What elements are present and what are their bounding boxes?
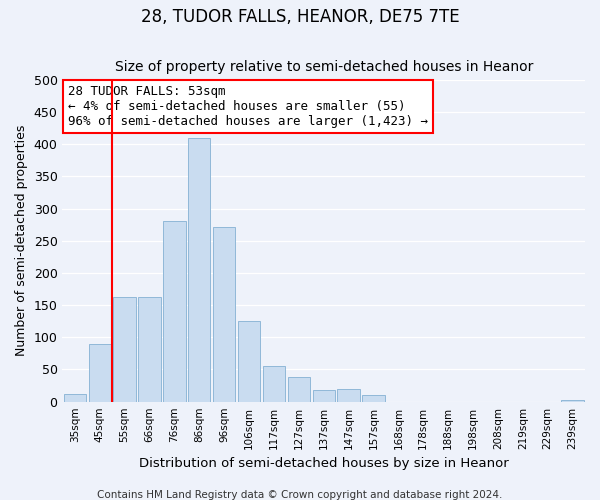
Bar <box>188 138 211 402</box>
Text: 28, TUDOR FALLS, HEANOR, DE75 7TE: 28, TUDOR FALLS, HEANOR, DE75 7TE <box>140 8 460 26</box>
Bar <box>163 222 185 402</box>
Bar <box>238 321 260 402</box>
Bar <box>213 226 235 402</box>
Bar <box>263 366 285 402</box>
Title: Size of property relative to semi-detached houses in Heanor: Size of property relative to semi-detach… <box>115 60 533 74</box>
Bar <box>337 389 360 402</box>
Bar <box>287 377 310 402</box>
Bar <box>64 394 86 402</box>
Bar <box>562 400 584 402</box>
Bar <box>113 297 136 402</box>
Text: Contains HM Land Registry data © Crown copyright and database right 2024.: Contains HM Land Registry data © Crown c… <box>97 490 503 500</box>
Bar <box>89 344 111 402</box>
Y-axis label: Number of semi-detached properties: Number of semi-detached properties <box>15 125 28 356</box>
Bar <box>313 390 335 402</box>
X-axis label: Distribution of semi-detached houses by size in Heanor: Distribution of semi-detached houses by … <box>139 457 509 470</box>
Bar <box>139 297 161 402</box>
Bar <box>362 395 385 402</box>
Text: 28 TUDOR FALLS: 53sqm
← 4% of semi-detached houses are smaller (55)
96% of semi-: 28 TUDOR FALLS: 53sqm ← 4% of semi-detac… <box>68 84 428 128</box>
